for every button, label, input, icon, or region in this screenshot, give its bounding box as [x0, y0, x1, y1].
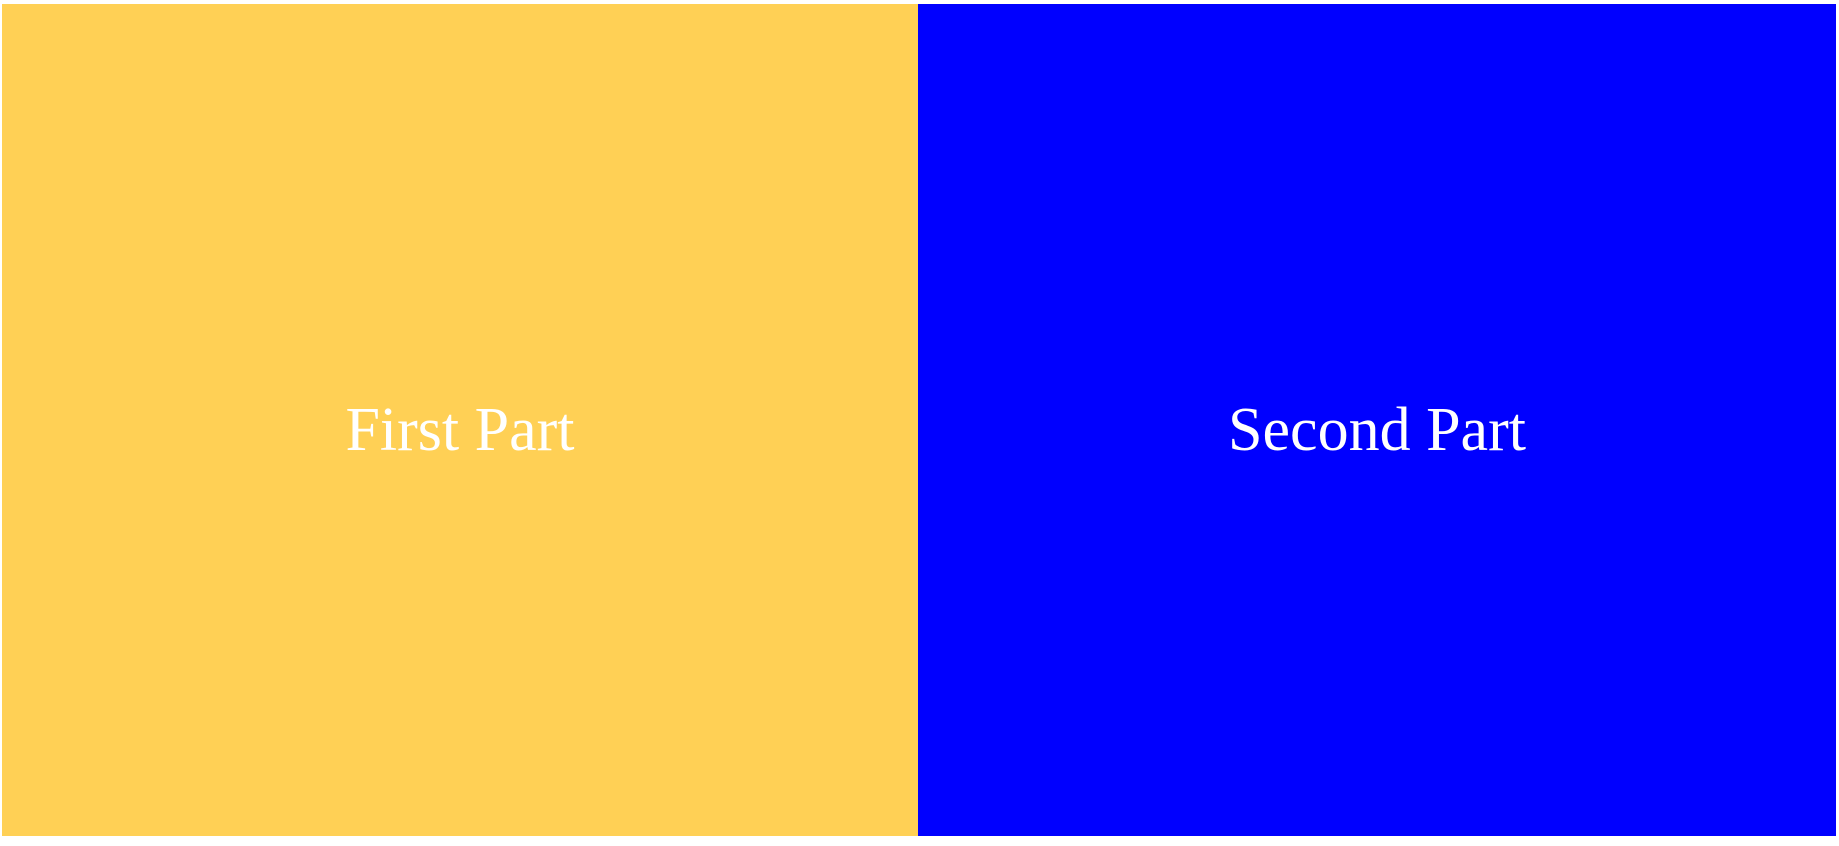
first-part-label: First Part [345, 396, 575, 464]
split-view: First Part Second Part [2, 4, 1836, 836]
first-part-panel: First Part [2, 4, 918, 836]
second-part-panel: Second Part [918, 4, 1836, 836]
second-part-label: Second Part [1228, 396, 1526, 464]
